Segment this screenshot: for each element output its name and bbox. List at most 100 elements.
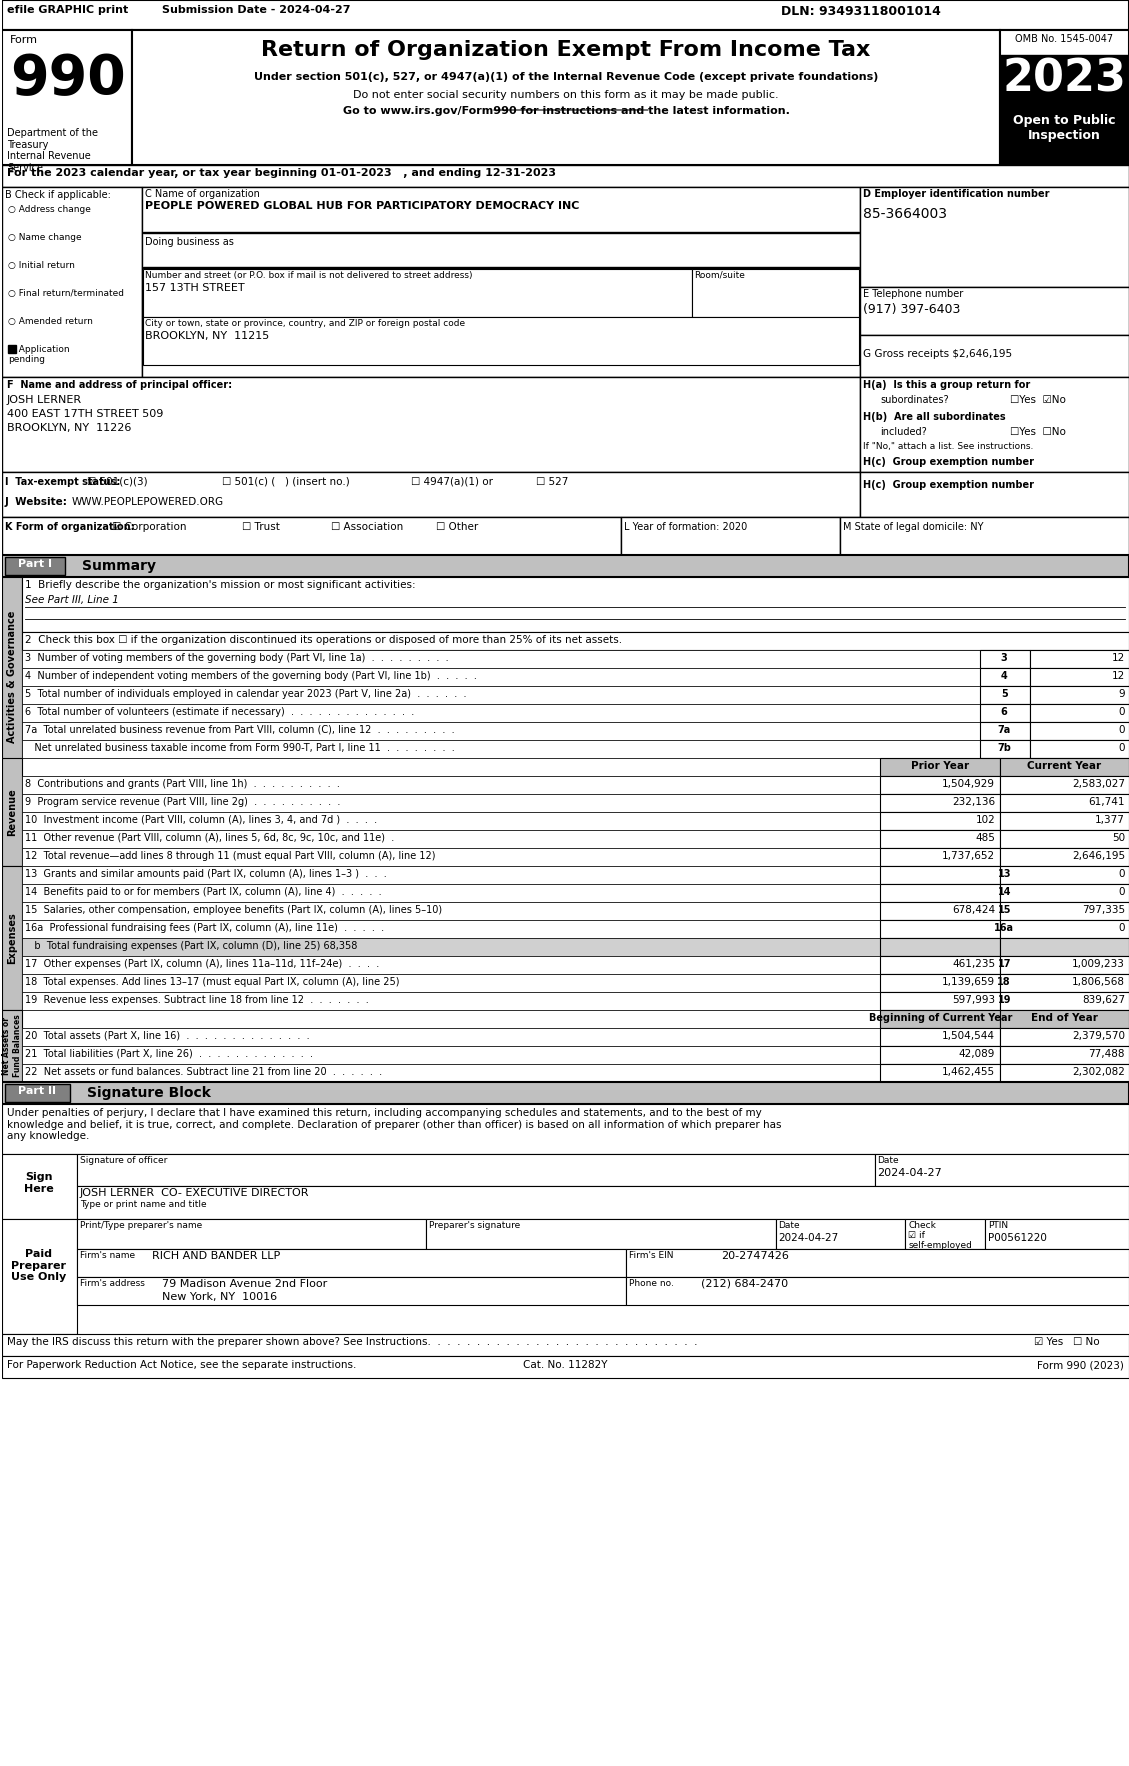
Bar <box>980 685 1030 705</box>
Text: Firm's address: Firm's address <box>80 1279 145 1287</box>
Bar <box>980 722 1030 740</box>
Text: For Paperwork Reduction Act Notice, see the separate instructions.: For Paperwork Reduction Act Notice, see … <box>7 1360 357 1370</box>
Text: 2,302,082: 2,302,082 <box>1073 1067 1124 1077</box>
Bar <box>1000 992 1129 1010</box>
Text: 18  Total expenses. Add lines 13–17 (must equal Part IX, column (A), line 25): 18 Total expenses. Add lines 13–17 (must… <box>25 977 400 987</box>
Text: 0: 0 <box>1119 706 1124 717</box>
Bar <box>1000 30 1129 164</box>
Text: 1,504,544: 1,504,544 <box>943 1031 996 1040</box>
Text: 797,335: 797,335 <box>1082 904 1124 915</box>
Bar <box>980 668 1030 685</box>
Text: Under penalties of perjury, I declare that I have examined this return, includin: Under penalties of perjury, I declare th… <box>7 1107 781 1141</box>
Text: ☐ 527: ☐ 527 <box>536 477 568 487</box>
Text: 15: 15 <box>997 904 1010 915</box>
Bar <box>21 992 881 1010</box>
Bar <box>1000 920 1129 938</box>
Bar <box>77 1187 1129 1219</box>
Bar <box>1030 705 1129 722</box>
Bar <box>881 1028 1000 1045</box>
Text: ☐ 4947(a)(1) or: ☐ 4947(a)(1) or <box>411 477 493 487</box>
Text: ☐ Other: ☐ Other <box>436 523 479 532</box>
Text: ○ Final return/terminated: ○ Final return/terminated <box>8 290 124 298</box>
Text: Signature of officer: Signature of officer <box>80 1157 167 1166</box>
Text: 1,139,659: 1,139,659 <box>942 977 996 987</box>
Bar <box>881 1063 1000 1083</box>
Bar <box>21 1045 881 1063</box>
Bar <box>881 938 1000 955</box>
Text: 0: 0 <box>1119 887 1124 897</box>
Bar <box>2 0 1129 30</box>
Bar <box>980 705 1030 722</box>
Text: 10  Investment income (Part VIII, column (A), lines 3, 4, and 7d )  .  .  .  .: 10 Investment income (Part VIII, column … <box>25 814 377 825</box>
Bar <box>21 1010 881 1028</box>
Bar <box>2 1356 1129 1377</box>
Text: 7a  Total unrelated business revenue from Part VIII, column (C), line 12  .  .  : 7a Total unrelated business revenue from… <box>25 726 455 735</box>
Bar <box>77 1153 875 1187</box>
Text: Submission Date - 2024-04-27: Submission Date - 2024-04-27 <box>161 5 350 14</box>
Text: 13: 13 <box>997 869 1010 879</box>
Text: Form 990 (2023): Form 990 (2023) <box>1038 1360 1124 1370</box>
Text: 19  Revenue less expenses. Subtract line 18 from line 12  .  .  .  .  .  .  .: 19 Revenue less expenses. Subtract line … <box>25 994 369 1005</box>
Bar <box>980 650 1030 668</box>
Bar <box>2 187 142 376</box>
Text: 157 13TH STREET: 157 13TH STREET <box>145 283 244 293</box>
Text: ☑ 501(c)(3): ☑ 501(c)(3) <box>87 477 148 487</box>
Text: L Year of formation: 2020: L Year of formation: 2020 <box>624 523 747 532</box>
Text: ○ Name change: ○ Name change <box>8 233 81 242</box>
Text: 102: 102 <box>975 814 996 825</box>
Text: 1,377: 1,377 <box>1095 814 1124 825</box>
Bar <box>21 812 881 830</box>
Bar <box>1000 1063 1129 1083</box>
Text: Doing business as: Doing business as <box>145 237 234 247</box>
Text: M State of legal domicile: NY: M State of legal domicile: NY <box>843 523 984 532</box>
Text: 12  Total revenue—add lines 8 through 11 (must equal Part VIII, column (A), line: 12 Total revenue—add lines 8 through 11 … <box>25 851 436 862</box>
Text: Cat. No. 11282Y: Cat. No. 11282Y <box>523 1360 607 1370</box>
Text: 2,379,570: 2,379,570 <box>1073 1031 1124 1040</box>
Text: Print/Type preparer's name: Print/Type preparer's name <box>80 1220 202 1229</box>
Text: 85-3664003: 85-3664003 <box>864 207 947 221</box>
Text: 20-2747426: 20-2747426 <box>720 1250 788 1261</box>
Text: B Check if applicable:: B Check if applicable: <box>5 191 111 200</box>
Bar <box>1000 812 1129 830</box>
Text: D Employer identification number: D Employer identification number <box>864 189 1050 200</box>
Text: End of Year: End of Year <box>1031 1014 1097 1023</box>
Text: 17: 17 <box>997 959 1010 970</box>
Bar <box>881 955 1000 975</box>
Bar <box>2 577 21 777</box>
Bar <box>21 795 881 812</box>
Bar <box>1000 1045 1129 1063</box>
Bar <box>1000 1010 1129 1028</box>
Text: 21  Total liabilities (Part X, line 26)  .  .  .  .  .  .  .  .  .  .  .  .  .: 21 Total liabilities (Part X, line 26) .… <box>25 1049 313 1060</box>
Bar <box>881 830 1000 848</box>
Bar <box>881 795 1000 812</box>
Bar <box>881 848 1000 865</box>
Text: DLN: 93493118001014: DLN: 93493118001014 <box>780 5 940 18</box>
Bar <box>21 685 980 705</box>
Text: ○ Application
pending: ○ Application pending <box>8 344 70 364</box>
Text: 2024-04-27: 2024-04-27 <box>877 1167 943 1178</box>
Bar <box>625 1249 1129 1277</box>
Text: 597,993: 597,993 <box>952 994 996 1005</box>
Text: 4  Number of independent voting members of the governing body (Part VI, line 1b): 4 Number of independent voting members o… <box>25 671 476 682</box>
Text: 0: 0 <box>1119 743 1124 752</box>
Bar <box>21 975 881 992</box>
Text: b  Total fundraising expenses (Part IX, column (D), line 25) 68,358: b Total fundraising expenses (Part IX, c… <box>25 941 357 952</box>
Bar <box>2 1104 1129 1153</box>
Text: efile GRAPHIC print: efile GRAPHIC print <box>7 5 129 14</box>
Text: subordinates?: subordinates? <box>881 396 949 404</box>
Bar <box>860 376 1129 472</box>
Text: 1,737,652: 1,737,652 <box>942 851 996 862</box>
Bar <box>21 650 980 668</box>
Bar <box>1000 902 1129 920</box>
Text: 19: 19 <box>997 994 1010 1005</box>
Bar <box>2 472 860 517</box>
Text: C Name of organization: C Name of organization <box>145 189 260 200</box>
Text: 6: 6 <box>1000 706 1007 717</box>
Bar <box>21 920 881 938</box>
Bar <box>1000 795 1129 812</box>
Bar <box>142 318 859 366</box>
Bar <box>881 865 1000 885</box>
Text: 678,424: 678,424 <box>952 904 996 915</box>
Bar <box>625 1277 1129 1305</box>
Text: 2024-04-27: 2024-04-27 <box>779 1233 839 1243</box>
